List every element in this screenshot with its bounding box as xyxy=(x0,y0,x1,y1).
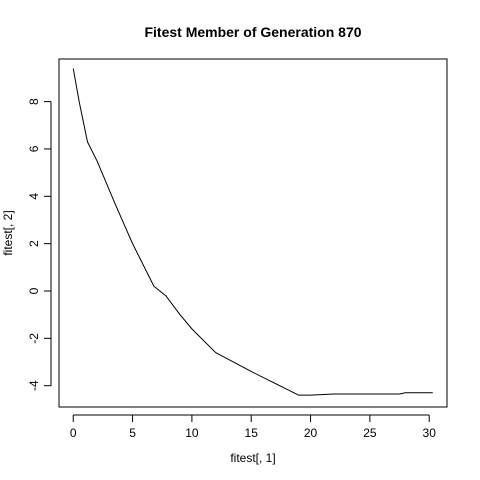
y-tick-label: 6 xyxy=(27,145,41,152)
x-tick-label: 5 xyxy=(129,426,136,440)
series-layer xyxy=(72,68,433,396)
y-tick-label: 0 xyxy=(27,287,41,294)
x-tick-label: 20 xyxy=(304,426,318,440)
x-tick-label: 10 xyxy=(185,426,199,440)
x-tick-label: 15 xyxy=(245,426,259,440)
x-tick-label: 30 xyxy=(423,426,437,440)
y-tick-label: 8 xyxy=(27,98,41,105)
x-axis: 0 5 10 15 20 25 30 xyxy=(70,414,437,440)
x-tick-label: 25 xyxy=(363,426,377,440)
y-tick-label: 4 xyxy=(27,193,41,200)
y-axis: -4 -2 0 2 4 6 8 xyxy=(27,98,52,391)
y-axis-label: fitest[, 2] xyxy=(1,210,15,255)
x-axis-label: fitest[, 1] xyxy=(230,451,275,465)
plot-frame xyxy=(58,58,448,408)
y-tick-label: 2 xyxy=(27,240,41,247)
series-line xyxy=(72,68,433,396)
chart-title: Fitest Member of Generation 870 xyxy=(144,24,361,40)
y-tick-label: -4 xyxy=(27,380,41,391)
x-tick-label: 0 xyxy=(70,426,77,440)
y-tick-label: -2 xyxy=(27,333,41,344)
